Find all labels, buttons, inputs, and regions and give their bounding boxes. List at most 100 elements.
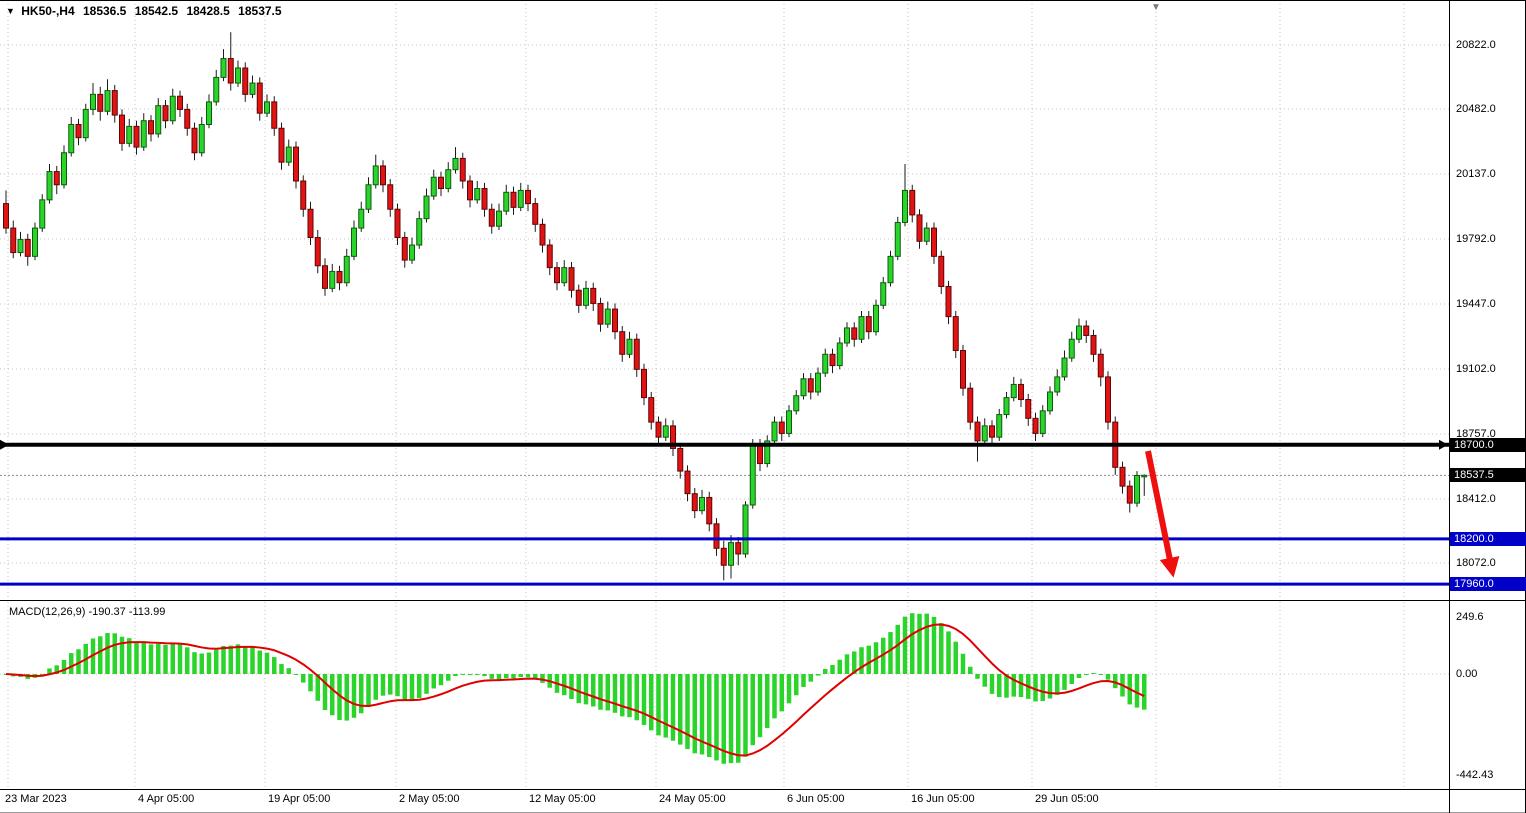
candle-down xyxy=(1097,353,1104,378)
macd-histogram-bar xyxy=(221,645,226,674)
macd-histogram-bar xyxy=(1062,674,1067,690)
candle-up xyxy=(822,353,829,374)
macd-histogram-bar xyxy=(605,674,610,711)
candle-up xyxy=(249,82,256,95)
macd-histogram-bar xyxy=(743,674,748,757)
candle-up xyxy=(894,221,901,257)
candle-down xyxy=(829,353,836,367)
candle-up xyxy=(764,440,771,465)
candle-down xyxy=(684,470,691,495)
candle-up xyxy=(82,108,89,139)
macd-histogram-bar xyxy=(76,649,81,674)
candle-up xyxy=(880,282,887,306)
macd-histogram-bar xyxy=(315,674,320,701)
candle-down xyxy=(293,146,299,182)
candle-down xyxy=(184,108,191,129)
macd-histogram-bar xyxy=(533,674,538,680)
time-axis-label: 6 Jun 05:00 xyxy=(787,793,845,805)
macd-histogram-bar xyxy=(525,674,531,678)
macd-histogram-bar xyxy=(1040,674,1045,701)
price-axis-label: 18412.0 xyxy=(1456,492,1496,505)
macd-histogram-bar xyxy=(830,664,835,674)
macd-histogram-bar xyxy=(736,674,741,763)
candle-down xyxy=(612,308,618,333)
macd-histogram-bar xyxy=(453,674,458,676)
candle-up xyxy=(996,414,1003,438)
macd-histogram-bar xyxy=(997,674,1002,698)
macd-histogram-bar xyxy=(982,674,987,687)
macd-histogram-bar xyxy=(1142,674,1147,710)
price-axis-label: 20482.0 xyxy=(1456,103,1496,116)
candle-up xyxy=(503,191,510,212)
candle-up xyxy=(329,270,336,289)
macd-histogram-bar xyxy=(417,674,422,699)
macd-histogram-bar xyxy=(228,645,233,674)
macd-histogram-bar xyxy=(475,674,480,675)
macd-histogram-bar xyxy=(431,674,436,689)
macd-histogram-bar xyxy=(1076,674,1082,679)
candle-up xyxy=(815,372,821,393)
macd-histogram-bar xyxy=(699,674,705,755)
candle-up xyxy=(793,395,800,412)
candle-up xyxy=(126,125,133,144)
candle-down xyxy=(162,105,169,122)
candle-up xyxy=(858,316,865,340)
candle-down xyxy=(720,547,727,566)
macd-histogram-bar xyxy=(366,674,371,707)
candle-down xyxy=(1083,325,1090,336)
candle-down xyxy=(706,496,713,525)
candle-down xyxy=(677,447,684,472)
symbol-dropdown-icon[interactable]: ▼ xyxy=(6,6,15,16)
macd-indicator-label: MACD(12,26,9) -190.37 -113.99 xyxy=(9,606,166,618)
macd-histogram-bar xyxy=(214,649,219,674)
macd-histogram-bar xyxy=(388,674,393,695)
macd-histogram-bar xyxy=(975,674,980,679)
candle-down xyxy=(641,368,647,399)
candle-up xyxy=(198,123,205,154)
macd-histogram-bar xyxy=(105,633,110,674)
macd-histogram-bar xyxy=(257,650,262,674)
macd-histogram-bar xyxy=(562,674,567,696)
candle-up xyxy=(749,444,756,506)
macd-histogram-bar xyxy=(960,653,966,674)
candle-up xyxy=(46,171,53,201)
chart-shift-marker-icon[interactable]: ▼ xyxy=(1151,2,1161,13)
candle-down xyxy=(1025,399,1032,419)
candle-down xyxy=(670,425,676,449)
candle-down xyxy=(633,338,640,370)
candle-down xyxy=(510,191,517,208)
candle-up xyxy=(1010,383,1017,399)
macd-histogram-bar xyxy=(620,674,625,717)
candle-up xyxy=(169,95,176,122)
candle-up xyxy=(981,425,988,442)
candle-down xyxy=(655,421,662,438)
hline-right-end-marker-icon xyxy=(1439,439,1448,450)
price-axis-label: 19102.0 xyxy=(1456,362,1496,375)
candle-up xyxy=(844,327,850,344)
macd-histogram-bar xyxy=(670,674,676,741)
candle-down xyxy=(778,421,785,434)
trend-arrow-annotation[interactable] xyxy=(1145,450,1180,578)
macd-histogram-bar xyxy=(272,657,277,674)
time-axis-label: 24 May 05:00 xyxy=(659,793,726,805)
price-axis-label: 20822.0 xyxy=(1456,39,1496,51)
candle-up xyxy=(90,93,96,110)
macd-histogram-bar xyxy=(721,674,726,764)
candle-up xyxy=(662,425,669,438)
macd-histogram-bar xyxy=(1105,674,1111,680)
candle-up xyxy=(365,184,372,210)
candle-down xyxy=(967,387,974,423)
price-badge: 18200.0 xyxy=(1450,531,1526,546)
candle-down xyxy=(3,203,9,229)
macd-histogram-bar xyxy=(438,674,444,686)
candle-down xyxy=(960,350,966,389)
candle-down xyxy=(1090,334,1097,355)
candle-up xyxy=(358,208,365,229)
macd-histogram-bar xyxy=(359,674,364,714)
candle-up xyxy=(1134,475,1140,504)
symbol-info: ▼ HK50-,H4 18536.5 18542.5 18428.5 18537… xyxy=(6,4,287,18)
candle-down xyxy=(10,227,17,254)
candle-up xyxy=(583,287,589,306)
candle-down xyxy=(757,444,763,465)
